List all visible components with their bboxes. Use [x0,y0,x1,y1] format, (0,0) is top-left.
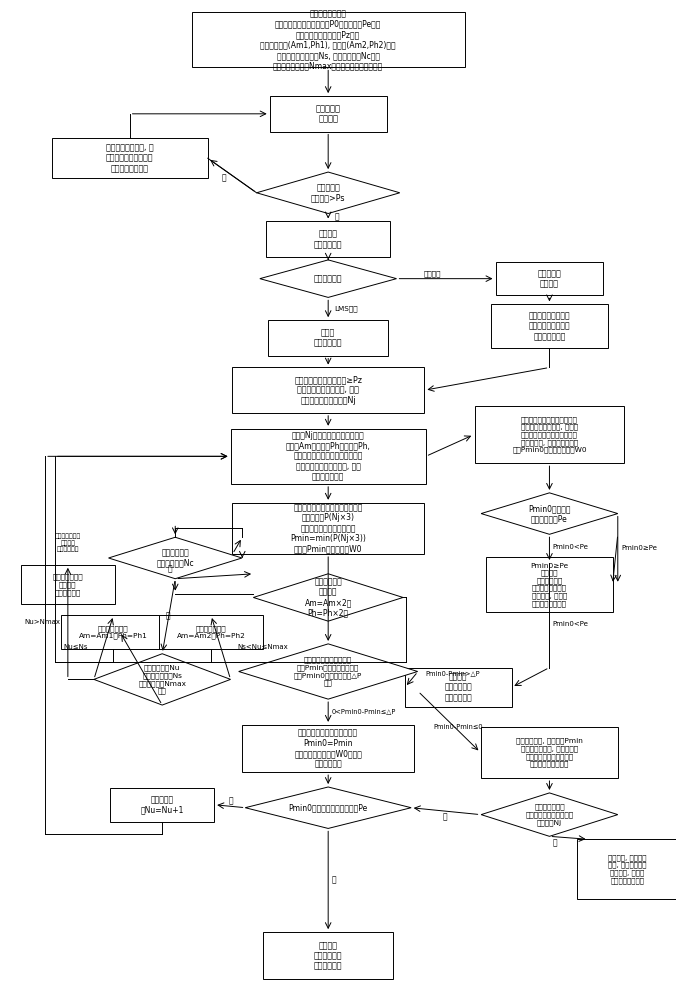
Text: 本次迭代发散, 屏蔽获得Pmin
时对应的子波束, 选择本次迭
代次小功率电平对应的值
赋给可控移相减速器: 本次迭代发散, 屏蔽获得Pmin 时对应的子波束, 选择本次迭 代次小功率电平对… [516,738,583,767]
Text: 本次迭代最小合波束功率
电平Pmin和当前最小合波束
功率Pmin0以及收敛精度△P
比较: 本次迭代最小合波束功率 电平Pmin和当前最小合波束 功率Pmin0以及收敛精度… [294,657,362,686]
Text: Nu≤Ns: Nu≤Ns [63,644,87,650]
Text: 是: 是 [331,875,336,884]
Text: 是: 是 [335,212,339,221]
Text: 存储每次幅度、相位变化后的合波
束检测电平P(Nj×3)
计算本次迭代最小功率电平
Pmin=min(P(Nj×3))
并存储Pmin对应的权值W0: 存储每次幅度、相位变化后的合波 束检测电平P(Nj×3) 计算本次迭代最小功率电… [290,503,366,554]
Text: 调零退出, 进入人工
模式, 关闭受屏蔽子
波束通道, 并选择
剩余通道重新调零: 调零退出, 进入人工 模式, 关闭受屏蔽子 波束通道, 并选择 剩余通道重新调零 [608,854,647,884]
FancyBboxPatch shape [232,367,424,413]
Text: 是: 是 [553,839,557,848]
FancyBboxPatch shape [51,138,208,178]
Text: 选择子波束干扰检测
电平最大的一个子波
束进行排查调零: 选择子波束干扰检测 电平最大的一个子波 束进行排查调零 [529,311,571,341]
Text: Pmin0<Pe: Pmin0<Pe [553,544,589,550]
Text: Pmin0<Pe: Pmin0<Pe [553,621,589,627]
Text: 合波束干扰
检测识别: 合波束干扰 检测识别 [316,104,341,124]
FancyBboxPatch shape [491,304,608,348]
Text: 是: 是 [168,564,172,573]
FancyBboxPatch shape [266,221,390,257]
Text: 调零系统参数设置
（设定合波束调零开始门限P0、结束门限Pe）；
（设定子波束干扰门限Pz）；
（设定粗步长(Am1,Ph1), 细步长(Am2,Ph2)）；
: 调零系统参数设置 （设定合波束调零开始门限P0、结束门限Pe）； （设定子波束干… [260,9,396,70]
Text: Nu>Nmax: Nu>Nmax [24,619,60,625]
Text: 排查调零: 排查调零 [424,270,441,277]
Polygon shape [254,574,403,621]
Text: 步长采用粗步长
Am=Am1；Ph=Ph1: 步长采用粗步长 Am=Am1；Ph=Ph1 [79,625,148,639]
Text: 依次对Nj个参与调零的子波束通道
幅度减Am、相位减Ph、相位加Ph,
同时将次幅度、相位变化后的通道
权值赋给可控移相减速器, 进行
合波束干扰检测: 依次对Nj个参与调零的子波束通道 幅度减Am、相位减Ph、相位加Ph, 同时将次… [286,431,370,482]
Text: 增加干扰检测次数, 存
储每次干扰检测功率并
对其进行加权平均: 增加干扰检测次数, 存 储每次干扰检测功率并 对其进行加权平均 [106,143,153,173]
FancyBboxPatch shape [159,615,263,649]
FancyBboxPatch shape [62,615,166,649]
FancyBboxPatch shape [21,565,115,604]
Text: LMS调零: LMS调零 [335,305,358,312]
Polygon shape [239,644,418,699]
Polygon shape [94,654,231,705]
FancyBboxPatch shape [268,320,389,356]
Text: 调零结束
进入保持模式
保持当前状态: 调零结束 进入保持模式 保持当前状态 [314,941,343,971]
Text: Pmin0-Pmin≤0: Pmin0-Pmin≤0 [433,724,483,730]
FancyBboxPatch shape [110,788,214,822]
Text: 干扰报警
进入调零模式: 干扰报警 进入调零模式 [314,229,343,249]
FancyBboxPatch shape [405,668,512,707]
Text: 达到总迭代次数
调零退出
进入人工模式: 达到总迭代次数 调零退出 进入人工模式 [55,534,81,552]
FancyBboxPatch shape [270,96,387,132]
Text: 当前迭代次数Nu
大步长迭代次数Ns
及总迭代次数Nmax
比较: 当前迭代次数Nu 大步长迭代次数Ns 及总迭代次数Nmax 比较 [138,665,186,694]
Text: 选择子波束干扰测量电平≥Pz
的所有子波束参与调零, 存储
参与调零的子波束数目Nj: 选择子波束干扰测量电平≥Pz 的所有子波束参与调零, 存储 参与调零的子波束数目… [294,375,362,405]
FancyBboxPatch shape [475,406,625,463]
FancyBboxPatch shape [231,429,426,484]
Text: 步长采用精步长
Am=Am2；Ph=Ph2: 步长采用精步长 Am=Am2；Ph=Ph2 [176,625,245,639]
Text: Pmin0≥Pe
调零退出
进入人工模式
关闭参与调零的子
波束通道, 并选择
剩余通道重新调零: Pmin0≥Pe 调零退出 进入人工模式 关闭参与调零的子 波束通道, 并选择 … [531,563,569,607]
FancyBboxPatch shape [263,932,393,979]
Text: 将事先优化好的通道权值逐一
赋给可控移相减速器, 并存储
每一次权值变化后的合波束干
扰检测电平, 记录最小合波束
电平Pmin0及其对应的权值W0: 将事先优化好的通道权值逐一 赋给可控移相减速器, 并存储 每一次权值变化后的合波… [512,416,587,453]
Text: Pmin0是否小于
调零结束门限Pe: Pmin0是否小于 调零结束门限Pe [528,504,571,523]
Text: 合波束干扰
检测电平>Ps: 合波束干扰 检测电平>Ps [311,183,345,202]
Polygon shape [260,260,397,297]
Text: Pmin0-Pmin>△P: Pmin0-Pmin>△P [426,670,481,676]
Text: 子波束干扰
电平检测: 子波束干扰 电平检测 [537,269,561,288]
FancyBboxPatch shape [232,503,424,554]
Polygon shape [481,793,618,836]
Text: 否: 否 [166,612,170,621]
Polygon shape [257,172,400,214]
Text: Ns<Nu≤Nmax: Ns<Nu≤Nmax [237,644,288,650]
Text: Pmin0是否小于调零结束门限Pe: Pmin0是否小于调零结束门限Pe [289,803,368,812]
Text: 当前迭代次
数Nu=Nu+1: 当前迭代次 数Nu=Nu+1 [141,795,184,814]
Text: 收敛速度较慢
步长加倍
Am=Am×2；
Ph=Ph×2；: 收敛速度较慢 步长加倍 Am=Am×2； Ph=Ph×2； [304,577,352,618]
Text: 否: 否 [228,796,233,805]
Text: 否: 否 [443,812,448,821]
Text: 子波束
干扰电平检测: 子波束 干扰电平检测 [314,328,343,348]
Text: 调零结束
进入保持模式
保持当前状态: 调零结束 进入保持模式 保持当前状态 [444,672,473,702]
Polygon shape [109,537,242,579]
FancyBboxPatch shape [191,12,465,67]
Text: 否: 否 [222,173,226,182]
Text: 调零方法判断: 调零方法判断 [314,274,343,283]
FancyBboxPatch shape [481,727,618,778]
FancyBboxPatch shape [577,839,676,899]
Text: Pmin0≥Pe: Pmin0≥Pe [621,545,657,551]
FancyBboxPatch shape [486,557,613,612]
Polygon shape [245,787,411,828]
FancyBboxPatch shape [242,725,414,772]
Text: 步长加倍次数
否超出设定值Nc: 步长加倍次数 否超出设定值Nc [156,548,194,568]
Text: 更新当前最小合波束功率电平
Pmin0=Pmin
并将此时的通道权值W0赋给可
控移相减速器: 更新当前最小合波束功率电平 Pmin0=Pmin 并将此时的通道权值W0赋给可 … [294,728,362,769]
Text: 达到总迭代次数
调零退出
进入人工模式: 达到总迭代次数 调零退出 进入人工模式 [53,574,83,596]
Polygon shape [481,493,618,534]
FancyBboxPatch shape [496,262,603,295]
Text: 0<Pmin0-Pmin≤△P: 0<Pmin0-Pmin≤△P [331,708,396,714]
Text: 受到屏蔽的波束
数是否超过参与调零的子
波束数目Nj: 受到屏蔽的波束 数是否超过参与调零的子 波束数目Nj [525,804,573,826]
